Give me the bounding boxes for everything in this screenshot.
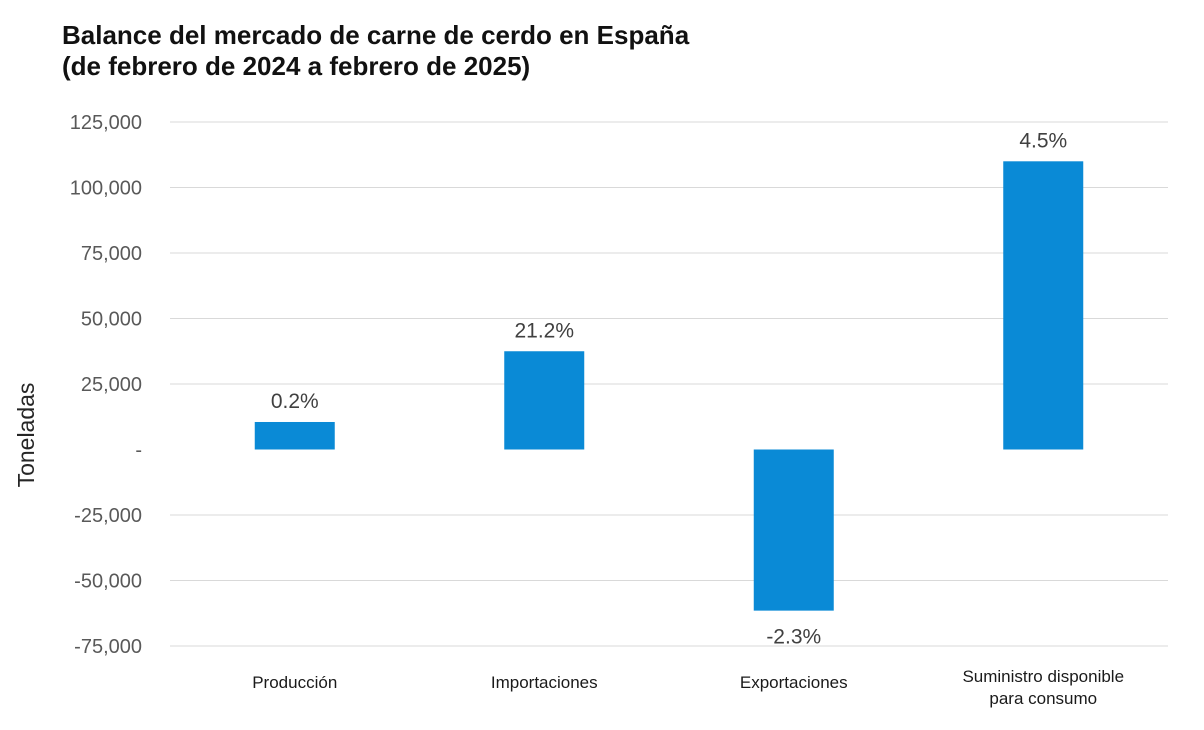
y-tick-label: 50,000 (81, 309, 142, 331)
data-label: -2.3% (766, 626, 821, 649)
chart-title-line-1: Balance del mercado de carne de cerdo en… (62, 20, 690, 50)
x-category-label: Suministro disponible (962, 667, 1124, 686)
y-axis-tick-labels: 125,000 100,000 75,000 50,000 25,000 - -25,000… (70, 112, 142, 658)
x-axis-category-labels: Producción Importaciones Exportaciones Sumi… (252, 667, 1124, 708)
bar (753, 449, 834, 611)
y-axis-title: Toneladas (13, 383, 39, 488)
x-category-label: para consumo (989, 689, 1097, 708)
y-tick-label: 75,000 (81, 243, 142, 265)
data-label: 21.2% (514, 319, 574, 342)
y-tick-label: 100,000 (70, 178, 142, 200)
data-label: 4.5% (1019, 129, 1067, 152)
x-category-label: Importaciones (491, 673, 598, 692)
bar (254, 421, 335, 450)
x-category-label: Exportaciones (740, 673, 848, 692)
y-tick-label: -75,000 (74, 636, 142, 658)
chart-title-line-2: (de febrero de 2024 a febrero de 2025) (62, 51, 531, 81)
bar (504, 351, 585, 450)
chart-title: Balance del mercado de carne de cerdo en… (62, 20, 689, 82)
bars (254, 161, 1084, 611)
data-label: 0.2% (271, 390, 319, 413)
y-tick-label: - (135, 440, 142, 462)
bar (1003, 161, 1084, 450)
data-labels: 0.2% 21.2% -2.3% 4.5% (271, 129, 1067, 648)
gridlines (170, 121, 1168, 647)
y-tick-label: -50,000 (74, 571, 142, 593)
y-tick-label: 125,000 (70, 112, 142, 134)
y-tick-label: 25,000 (81, 374, 142, 396)
x-category-label: Producción (252, 673, 337, 692)
y-tick-label: -25,000 (74, 505, 142, 527)
